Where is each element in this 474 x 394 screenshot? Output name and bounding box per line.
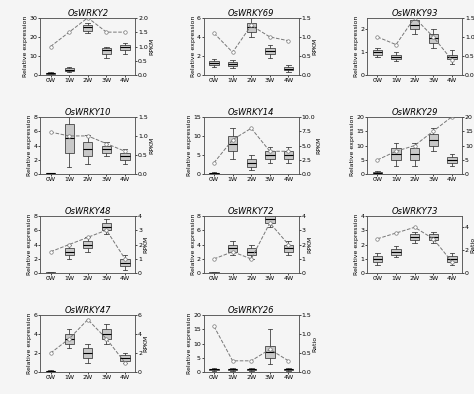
Title: OsWRKY93: OsWRKY93 [392, 9, 438, 18]
PathPatch shape [373, 256, 382, 262]
PathPatch shape [64, 334, 74, 344]
Y-axis label: RPKM: RPKM [144, 335, 148, 352]
PathPatch shape [447, 256, 456, 262]
Y-axis label: Relative expression: Relative expression [27, 313, 32, 374]
PathPatch shape [392, 149, 401, 160]
Title: OsWRKY69: OsWRKY69 [228, 9, 274, 18]
Title: OsWRKY10: OsWRKY10 [64, 108, 111, 117]
PathPatch shape [102, 223, 111, 230]
Y-axis label: Relative expression: Relative expression [350, 115, 355, 176]
Y-axis label: RPKM: RPKM [307, 236, 312, 253]
Y-axis label: RPKM: RPKM [317, 137, 321, 154]
PathPatch shape [83, 25, 92, 31]
Title: OsWRKY47: OsWRKY47 [64, 306, 111, 315]
Y-axis label: RPKM: RPKM [149, 137, 154, 154]
PathPatch shape [284, 245, 293, 252]
PathPatch shape [447, 55, 456, 59]
PathPatch shape [392, 249, 401, 255]
PathPatch shape [228, 245, 237, 252]
PathPatch shape [120, 153, 130, 160]
PathPatch shape [102, 329, 111, 339]
Title: OsWRKY73: OsWRKY73 [392, 207, 438, 216]
Title: OsWRKY72: OsWRKY72 [228, 207, 274, 216]
PathPatch shape [120, 355, 130, 361]
PathPatch shape [64, 68, 74, 71]
PathPatch shape [410, 20, 419, 29]
PathPatch shape [120, 259, 130, 266]
PathPatch shape [246, 248, 256, 255]
PathPatch shape [102, 48, 111, 54]
PathPatch shape [228, 136, 237, 151]
PathPatch shape [228, 62, 237, 66]
Y-axis label: Ratio: Ratio [470, 236, 474, 253]
Y-axis label: Relative expression: Relative expression [354, 214, 359, 275]
Title: OsWRKY2: OsWRKY2 [67, 9, 109, 18]
PathPatch shape [210, 272, 219, 273]
PathPatch shape [284, 151, 293, 159]
Y-axis label: Relative expression: Relative expression [191, 214, 196, 275]
PathPatch shape [392, 55, 401, 59]
Y-axis label: Relative expression: Relative expression [187, 115, 192, 176]
PathPatch shape [210, 61, 219, 65]
Y-axis label: RPKM: RPKM [144, 236, 148, 253]
PathPatch shape [228, 369, 237, 370]
PathPatch shape [83, 241, 92, 248]
PathPatch shape [46, 173, 55, 174]
PathPatch shape [64, 248, 74, 255]
PathPatch shape [373, 50, 382, 55]
PathPatch shape [246, 22, 256, 32]
PathPatch shape [428, 234, 438, 240]
PathPatch shape [246, 369, 256, 370]
PathPatch shape [46, 73, 55, 74]
Y-axis label: RPKM: RPKM [149, 38, 155, 55]
PathPatch shape [83, 142, 92, 156]
PathPatch shape [265, 151, 274, 159]
PathPatch shape [284, 67, 293, 71]
Y-axis label: Ratio: Ratio [313, 335, 318, 351]
PathPatch shape [265, 346, 274, 358]
PathPatch shape [265, 216, 274, 223]
Y-axis label: Relative expression: Relative expression [187, 313, 191, 374]
PathPatch shape [102, 145, 111, 153]
PathPatch shape [246, 159, 256, 167]
PathPatch shape [46, 272, 55, 273]
Title: OsWRKY29: OsWRKY29 [392, 108, 438, 117]
Title: OsWRKY14: OsWRKY14 [228, 108, 274, 117]
PathPatch shape [210, 369, 219, 370]
Y-axis label: Relative expression: Relative expression [27, 214, 32, 275]
PathPatch shape [64, 124, 74, 153]
PathPatch shape [428, 134, 438, 145]
PathPatch shape [83, 348, 92, 358]
PathPatch shape [120, 45, 130, 50]
PathPatch shape [447, 157, 456, 163]
PathPatch shape [284, 369, 293, 370]
Title: OsWRKY48: OsWRKY48 [64, 207, 111, 216]
Y-axis label: Relative expression: Relative expression [27, 115, 32, 176]
PathPatch shape [265, 48, 274, 54]
Y-axis label: RPKM: RPKM [313, 38, 318, 55]
PathPatch shape [410, 234, 419, 240]
PathPatch shape [373, 172, 382, 173]
Y-axis label: Relative expression: Relative expression [191, 16, 196, 77]
Title: OsWRKY26: OsWRKY26 [228, 306, 274, 315]
Y-axis label: Relative expression: Relative expression [354, 16, 359, 77]
PathPatch shape [428, 34, 438, 43]
Y-axis label: Relative expression: Relative expression [23, 16, 28, 77]
PathPatch shape [46, 371, 55, 372]
PathPatch shape [410, 149, 419, 160]
